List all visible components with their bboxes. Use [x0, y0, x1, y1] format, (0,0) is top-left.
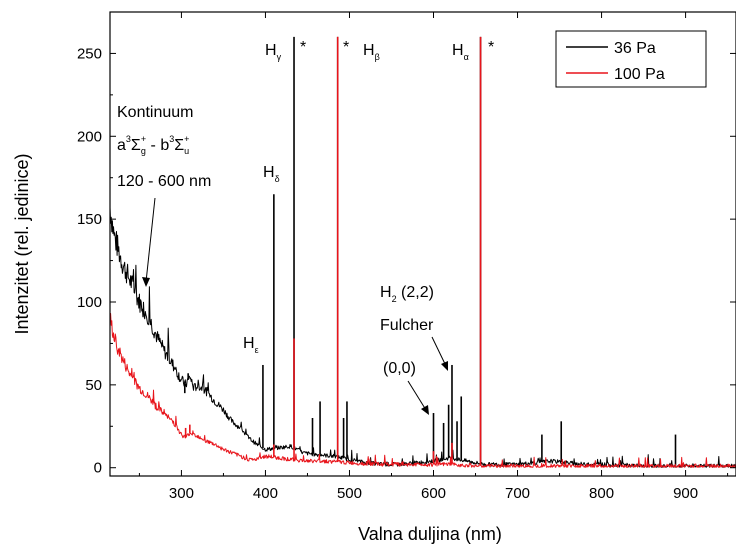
y-tick-label: 250	[77, 45, 102, 62]
y-axis-title: Intenzitet (rel. jedinice)	[12, 153, 32, 334]
arrow-00-head	[421, 405, 429, 415]
arrow-00	[407, 380, 427, 411]
legend-label-36pa: 36 Pa	[614, 40, 656, 57]
series-layer	[110, 36, 736, 468]
series-line-0	[110, 207, 736, 468]
x-tick-label: 800	[589, 485, 614, 502]
annotation-star-beta: *	[343, 39, 349, 56]
x-tick-label: 600	[421, 485, 446, 502]
annotation-00: (0,0)	[383, 360, 416, 377]
series-line-1	[110, 313, 736, 468]
annotation-range: 120 - 600 nm	[117, 173, 211, 190]
annotation-star-gamma: *	[300, 39, 306, 56]
arrow-kontinuum-head	[142, 277, 150, 287]
annotation-kontinuum: Kontinuum	[117, 104, 194, 121]
legend-label-100pa: 100 Pa	[614, 66, 665, 83]
x-tick-label: 900	[673, 485, 698, 502]
annotation-fulcher: Fulcher	[380, 317, 434, 334]
annotation-transition: a3Σg+ - b3Σu+	[117, 134, 189, 156]
y-tick-label: 50	[85, 377, 102, 394]
annotation-h-gamma: Hγ	[265, 42, 282, 62]
annotation-h-alpha: Hα	[452, 42, 469, 62]
y-tick-label: 150	[77, 211, 102, 228]
x-axis-title: Valna duljina (nm)	[358, 524, 502, 544]
annotation-h-epsilon: Hε	[243, 335, 259, 355]
x-tick-label: 700	[505, 485, 530, 502]
arrow-fulcher-head	[441, 361, 448, 371]
legend-box	[555, 30, 707, 88]
annotations: Kontinuum a3Σg+ - b3Σu+ 120 - 600 nm Hε …	[117, 39, 494, 415]
x-tick-label: 500	[337, 485, 362, 502]
annotation-h-beta: Hβ	[363, 42, 380, 62]
annotation-star-alpha: *	[488, 39, 494, 56]
x-tick-label: 400	[253, 485, 278, 502]
legend: 36 Pa 100 Pa	[555, 30, 707, 88]
arrow-fulcher	[431, 336, 447, 367]
y-tick-label: 200	[77, 128, 102, 145]
y-tick-label: 100	[77, 294, 102, 311]
axes-layer: 300 400 500 600 700 800 900 0 50 100 150 200 250	[77, 11, 736, 502]
arrow-kontinuum	[145, 197, 156, 283]
y-tick-label: 0	[94, 460, 102, 477]
annotation-h-delta: Hδ	[263, 164, 280, 184]
x-tick-label: 300	[169, 485, 194, 502]
plot-frame	[109, 11, 736, 477]
annotation-h2-fulcher: H2 (2,2)	[380, 284, 434, 304]
